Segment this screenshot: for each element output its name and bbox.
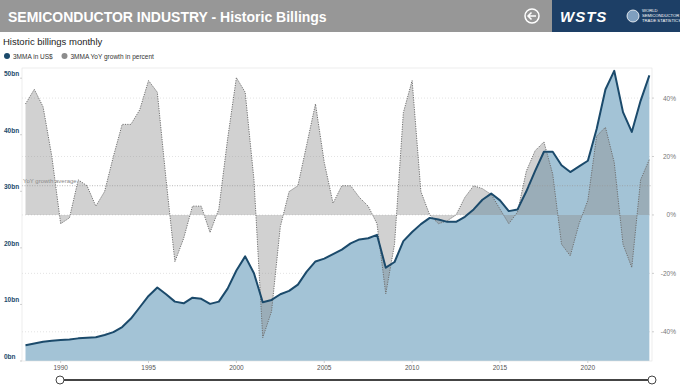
x-tick-label: 2020: [581, 364, 596, 371]
tick: [20, 247, 22, 248]
x-tick-label: 2010: [405, 364, 420, 371]
logo-box: [552, 0, 680, 32]
logo-subtitle: TRADE STATISTICS: [642, 18, 680, 23]
y-tick-label: 0bn: [4, 353, 16, 360]
x-tick-label: 2005: [317, 364, 332, 371]
tick: [652, 331, 654, 332]
area: [26, 78, 650, 338]
y2-tick-label: -20%: [661, 270, 676, 277]
tick: [20, 191, 22, 192]
logo-globe: [627, 10, 639, 22]
y-tick-label: 10bn: [4, 296, 19, 303]
y2-tick-label: 0%: [667, 211, 677, 218]
tick: [20, 134, 22, 135]
subtitle: Historic billings monthly: [3, 36, 103, 47]
reference-line: [22, 185, 652, 186]
x-tick-label: 2015: [493, 364, 508, 371]
slider-handle[interactable]: [648, 376, 656, 384]
y2-tick-label: 20%: [663, 153, 676, 160]
back-icon[interactable]: [525, 9, 539, 23]
tick: [20, 304, 22, 305]
tick: [652, 214, 654, 215]
tick: [652, 273, 654, 274]
y2-tick-label: 40%: [663, 95, 676, 102]
y-tick-label: 30bn: [4, 183, 19, 190]
y-tick-label: 40bn: [4, 127, 19, 134]
logo: WSTS: [560, 8, 607, 25]
tick: [652, 98, 654, 99]
legend-swatch: [62, 53, 68, 59]
range-slider: [60, 379, 652, 381]
tick: [412, 361, 413, 363]
tick: [324, 361, 325, 363]
title: SEMICONDUCTOR INDUSTRY - Historic Billin…: [8, 9, 327, 25]
y2-tick-label: -40%: [661, 328, 676, 335]
plot-frame: [22, 68, 652, 361]
x-tick-label: 1995: [141, 364, 156, 371]
x-tick-label: 2000: [229, 364, 244, 371]
tick: [20, 361, 22, 362]
grid-line: [22, 98, 652, 99]
line: [26, 71, 650, 345]
tick: [499, 361, 500, 363]
annotation: YoY growth average: [23, 178, 77, 184]
back-arrow: [528, 13, 536, 20]
tick: [60, 361, 61, 363]
area: [26, 71, 650, 361]
chart: SEMICONDUCTOR INDUSTRY - Historic Billin…: [0, 0, 680, 388]
header-bar: [0, 0, 680, 32]
tick: [20, 78, 22, 79]
slider-handle[interactable]: [56, 376, 64, 384]
legend-label: 3MMA YoY growth in percent: [71, 53, 155, 61]
tick: [587, 361, 588, 363]
plot-data: [26, 71, 650, 361]
tick: [652, 156, 654, 157]
tick: [148, 361, 149, 363]
line: [26, 78, 650, 338]
legend-label: 3MMA in US$: [13, 53, 53, 60]
y-tick-label: 50bn: [4, 70, 19, 77]
tick: [236, 361, 237, 363]
legend-swatch: [4, 53, 10, 59]
y-tick-label: 20bn: [4, 240, 19, 247]
x-tick-label: 1990: [53, 364, 68, 371]
